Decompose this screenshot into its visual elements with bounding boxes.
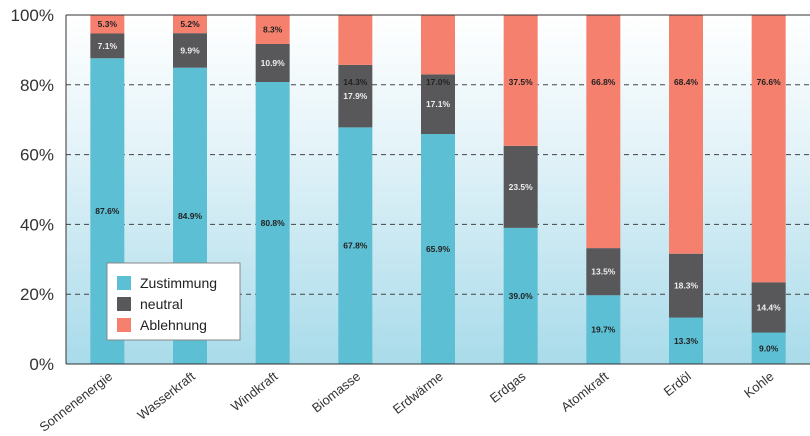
value-label: 8.3% [263,24,283,34]
legend-label: Ablehnung [140,317,207,333]
bar-segment-ablehnung [751,15,786,283]
bar-segment-neutral [90,33,125,59]
value-label: 9.0% [759,343,779,353]
bar-segment-ablehnung [255,15,290,44]
bar-segment-ablehnung [338,15,373,65]
bar-segment-ablehnung [503,15,538,146]
x-tick-label: Sonnenenergie [36,369,115,435]
y-tick-label: 80% [20,76,54,95]
y-tick-label: 20% [20,285,54,304]
value-label: 7.1% [98,41,118,51]
x-tick-label: Kohle [741,369,776,401]
legend-swatch [117,318,131,332]
bar-segment-zustimmung [338,127,373,365]
y-tick-label: 60% [20,146,54,165]
bar-segment-neutral [669,253,703,318]
value-label: 9.9% [180,45,200,55]
y-tick-label: 40% [20,215,54,234]
legend-swatch [117,276,131,290]
value-label: 84.9% [178,211,203,221]
bar-segment-zustimmung [503,227,538,364]
bar-segment-neutral [255,43,290,83]
legend-label: Zustimmung [140,275,217,291]
bar-segment-ablehnung [586,15,621,249]
bar-segment-ablehnung [90,15,125,34]
value-label: 39.0% [509,291,534,301]
value-label: 17.1% [426,99,451,109]
value-label: 14.4% [757,302,782,312]
bar-segment-zustimmung [586,295,621,364]
x-tick-label: Windkraft [228,368,281,414]
value-label: 66.8% [591,77,616,87]
bar-segment-neutral [751,282,786,333]
x-tick-label: Atomkraft [558,368,611,414]
value-label: 10.9% [261,58,286,68]
bar-segment-zustimmung [255,82,290,365]
value-label: 18.3% [674,281,699,291]
value-label: 65.9% [426,244,451,254]
x-tick-label: Erdgas [487,368,529,405]
value-label: 5.3% [98,19,118,29]
bar-segment-ablehnung [173,15,207,34]
bar-segment-neutral [173,33,207,68]
x-tick-label: Erdwärme [390,369,446,417]
bar-segment-neutral [586,248,621,296]
bar-segment-zustimmung [669,317,703,364]
x-tick-label: Biomasse [309,369,363,416]
value-label: 87.6% [95,206,120,216]
value-label: 80.8% [261,218,286,228]
bar-segment-neutral [338,64,373,128]
value-label: 17.9% [343,91,368,101]
bar-segment-neutral [421,74,455,135]
y-tick-label: 0% [29,355,54,374]
bar-segment-zustimmung [421,134,455,364]
bar-segment-ablehnung [421,15,455,75]
legend-swatch [117,297,131,311]
value-label: 23.5% [509,182,534,192]
value-label: 68.4% [674,77,699,87]
value-label: 5.2% [180,19,200,29]
x-tick-label: Wasserkraft [134,368,198,422]
x-tick-label: Erdöl [661,368,694,399]
bar-segment-neutral [503,145,538,228]
value-label: 13.5% [591,267,616,277]
value-label: 67.8% [343,241,368,251]
value-label: 19.7% [591,325,616,335]
value-label: 37.5% [509,77,534,87]
legend-label: neutral [140,296,183,312]
value-label: 17.0% [426,77,451,87]
y-tick-label: 100% [11,6,54,25]
value-label: 76.6% [757,77,782,87]
bar-segment-zustimmung [751,332,786,364]
value-label: 13.3% [674,336,699,346]
value-label: 14.3% [343,77,368,87]
bar-segment-ablehnung [669,15,703,254]
